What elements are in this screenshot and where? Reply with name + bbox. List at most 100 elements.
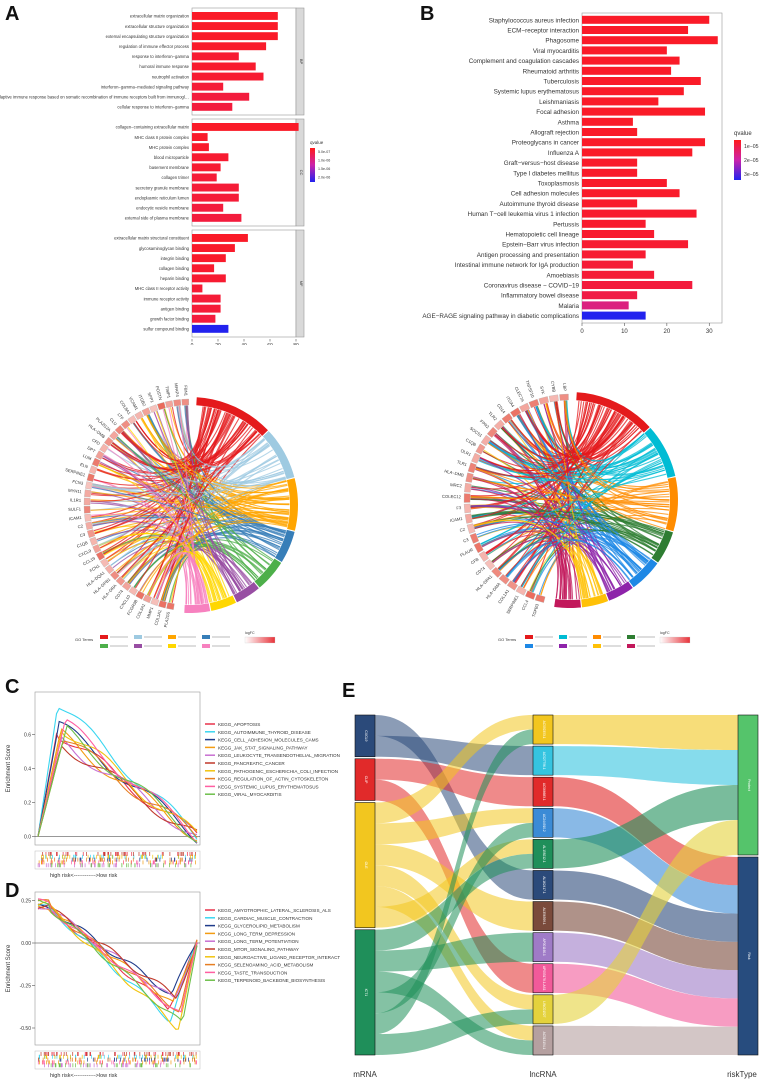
legend-term-text <box>178 645 196 647</box>
category-label: external side of plasma membrane <box>125 216 190 221</box>
es-line <box>37 707 198 840</box>
lncrna-node <box>532 807 554 838</box>
gene-segment <box>83 497 91 506</box>
gene-segment <box>142 594 152 604</box>
category-label: Epstein−Barr virus infection <box>502 242 579 249</box>
bar <box>582 56 680 65</box>
bar <box>582 301 629 310</box>
chord-link <box>494 412 619 464</box>
category-label: Phagosome <box>545 38 579 45</box>
legend-title: GO Terms <box>498 637 516 642</box>
flow-band <box>553 715 738 750</box>
axis-label-risktype: riskType <box>727 1070 757 1079</box>
chord-link <box>98 464 288 524</box>
bar <box>582 97 659 106</box>
chord-link <box>475 467 668 521</box>
chord-link <box>554 400 580 452</box>
flow-band <box>375 715 533 900</box>
bar <box>192 294 221 303</box>
legend-term-text <box>144 645 162 647</box>
y-tick-label: -0.50 <box>20 1026 32 1032</box>
bar <box>192 173 217 182</box>
chord-link <box>162 537 277 601</box>
chord-link <box>99 533 216 602</box>
category-label: cellular response to interferon−gamma <box>117 105 189 110</box>
axis-label-lncrna: lncRNA <box>529 1070 557 1079</box>
category-label: collagen−containing extracellular matrix <box>116 125 190 130</box>
bar <box>582 270 655 279</box>
bar <box>192 193 239 202</box>
gene-segment <box>85 481 93 490</box>
gene-segment <box>83 506 91 514</box>
chord-link <box>512 539 630 582</box>
category-label: extracellular matrix structural constitu… <box>114 236 190 241</box>
category-label: MHC protein complex <box>149 145 190 150</box>
term-segment <box>644 427 676 478</box>
chord-link <box>479 457 626 584</box>
category-label: Amoebiasis <box>546 272 579 279</box>
legend-label: KEGG_CARDIAC_MUSCLE_CONTRACTION <box>218 916 312 921</box>
category-label: collagen trimer <box>162 175 190 180</box>
legend-label: 3e−05 <box>744 172 759 178</box>
kegg-enrichment-barplot: Staphylococcus aureus infection ECM−recep… <box>422 12 759 335</box>
chord-link <box>153 421 246 598</box>
chord-link <box>129 534 278 585</box>
legend-title: qvalue <box>310 140 324 145</box>
bar <box>582 291 638 300</box>
gene-segment <box>114 424 125 435</box>
term-segment <box>196 397 268 436</box>
risk-node <box>737 856 759 1056</box>
bar <box>582 148 693 157</box>
chord-link <box>505 538 631 580</box>
gene-label: CYBB <box>550 381 557 393</box>
gene-segment <box>165 400 174 408</box>
bar <box>192 12 278 20</box>
category-label: basement membrane <box>149 165 189 170</box>
chord-link <box>508 420 647 564</box>
chord-link <box>146 414 288 489</box>
chord-link <box>472 478 567 600</box>
flow-band <box>375 715 533 824</box>
gene-label: F3 <box>456 505 462 510</box>
category-label: Leishmaniasis <box>539 99 579 106</box>
mrna-node-label: ICT1 <box>364 989 368 997</box>
gene-segment <box>491 566 503 578</box>
gene-segment <box>109 570 120 581</box>
chord-link <box>488 442 665 481</box>
bar <box>192 32 278 41</box>
gene-segment <box>548 394 559 403</box>
chord-link <box>481 530 610 592</box>
legend-label: KEGG_PATHOGENIC_ESCHERICHIA_COLI_INFECTI… <box>218 769 338 774</box>
chord-link <box>486 507 670 556</box>
gene-label: CFD <box>91 437 101 446</box>
go-chord-diagram-left: PLA2G5COL1A1MMP1COL3A1FCGR3BCXCL10CD74HL… <box>65 383 298 648</box>
legend-swatch <box>525 644 533 648</box>
es-line <box>37 905 198 1002</box>
term-segment <box>209 595 236 611</box>
legend-label: KEGG_AUTOIMMUNE_THYROID_DISEASE <box>218 730 311 735</box>
es-line <box>37 735 198 837</box>
es-line <box>37 745 198 837</box>
gene-segment <box>181 398 189 406</box>
lncrna-node-label: AP003178.1-AS1 <box>542 966 546 991</box>
gene-segment <box>464 513 473 524</box>
chord-link <box>103 537 224 599</box>
lncrna-node <box>532 963 554 994</box>
gene-label: MRC2 <box>450 482 463 489</box>
plot-frame <box>34 891 201 1046</box>
es-line <box>37 740 198 838</box>
chord-link <box>475 421 633 478</box>
panel-letter-c: C <box>5 676 20 698</box>
chord-link <box>153 412 251 585</box>
term-segment <box>576 392 650 433</box>
lncrna-node <box>532 1025 554 1056</box>
term-segment <box>233 582 259 603</box>
gene-segment <box>467 462 477 474</box>
axis-label-mrna: mRNA <box>353 1070 377 1079</box>
chord-link <box>110 421 245 471</box>
x-tick-label: 0 <box>191 343 194 345</box>
gene-segment <box>463 493 471 503</box>
chord-link <box>141 417 289 494</box>
gene-segment <box>525 590 536 600</box>
gene-segment <box>86 473 95 482</box>
